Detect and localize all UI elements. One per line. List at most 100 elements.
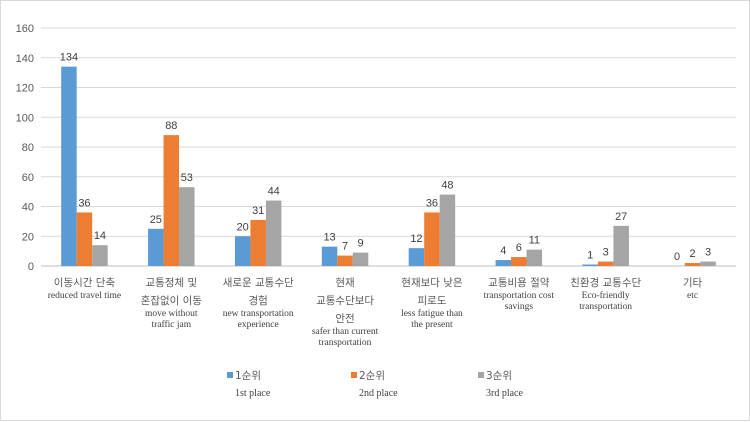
- y-axis-ticks: 0 20 40 60 80 100 120 140 160: [16, 23, 34, 273]
- category-label-en: move without: [145, 309, 198, 319]
- category-label-en: safer than current: [312, 326, 379, 337]
- category-label-en: transportation: [319, 338, 372, 348]
- y-tick-label: 20: [22, 231, 34, 243]
- category-label-en: transportation cost: [484, 291, 555, 301]
- y-tick-label: 40: [22, 202, 34, 214]
- y-tick-label: 60: [22, 172, 34, 184]
- category-label: 이동시간 단축: [54, 277, 116, 289]
- legend-label: 2순위: [359, 369, 385, 382]
- bar: [582, 264, 598, 266]
- legend-label-en: 1st place: [235, 388, 271, 399]
- data-label: 53: [181, 172, 193, 184]
- category-label-en: transportation: [579, 302, 632, 312]
- bar: [163, 135, 180, 266]
- bar: [613, 225, 629, 266]
- data-label: 9: [358, 238, 364, 250]
- gridlines: [41, 27, 736, 267]
- category-label: 친환경 교통수단: [570, 276, 641, 289]
- category-label: 교통수단보다: [316, 295, 374, 307]
- data-label: 14: [94, 230, 106, 242]
- bar: [511, 257, 527, 266]
- data-label: 7: [342, 241, 348, 253]
- category-label: 혼잡없이 이동: [141, 294, 203, 307]
- data-label: 1: [587, 250, 593, 262]
- bar: [526, 249, 543, 266]
- y-tick-label: 160: [16, 23, 34, 35]
- category-label-en: less fatigue than: [401, 308, 463, 319]
- legend: 1순위 1st place 2순위 2nd place 3순위 3rd place: [227, 369, 523, 399]
- data-label: 20: [237, 221, 249, 233]
- category-label-en: new transportation: [223, 309, 294, 319]
- data-label: 25: [150, 214, 162, 226]
- data-label: 4: [500, 245, 506, 257]
- bar: [495, 260, 512, 266]
- bar: [684, 263, 701, 266]
- bar: [337, 255, 353, 266]
- data-label: 48: [441, 180, 453, 192]
- category-label-en: etc: [687, 291, 698, 301]
- bar: [148, 228, 164, 266]
- data-label: 11: [529, 235, 540, 247]
- data-label: 3: [705, 247, 711, 259]
- bar: [92, 245, 108, 266]
- bar: [76, 212, 93, 266]
- category-label: 경험: [249, 294, 268, 307]
- bar: [439, 194, 456, 266]
- legend-swatch: [351, 372, 357, 378]
- bar: [234, 236, 251, 266]
- data-label: 2: [690, 248, 696, 260]
- bar: [597, 261, 614, 266]
- data-label: 13: [323, 232, 335, 244]
- bar: [352, 252, 369, 266]
- data-label: 0: [674, 251, 680, 263]
- bar: [424, 212, 440, 266]
- legend-label: 3순위: [486, 369, 512, 382]
- legend-label-en: 3rd place: [486, 388, 523, 399]
- category-label-en: experience: [238, 320, 279, 330]
- data-label: 12: [410, 233, 422, 245]
- category-label-en: Eco-friendly: [582, 290, 630, 301]
- legend-label: 1순위: [235, 369, 261, 382]
- y-tick-label: 80: [22, 142, 34, 154]
- bar: [700, 261, 716, 266]
- category-label: 피로도: [417, 295, 446, 307]
- y-tick-label: 0: [28, 261, 34, 273]
- legend-label-en: 2nd place: [359, 388, 398, 399]
- category-label: 새로운 교통수단: [223, 277, 294, 289]
- data-label: 31: [252, 205, 264, 217]
- category-label-en: the present: [411, 320, 453, 330]
- bar: [265, 200, 282, 266]
- category-label: 교통정체 및: [145, 277, 197, 289]
- data-label: 134: [60, 52, 78, 64]
- category-label: 안전: [335, 313, 354, 325]
- data-label: 6: [516, 242, 522, 254]
- bar: [408, 248, 425, 266]
- data-label: 88: [165, 120, 177, 132]
- category-label-en: traffic jam: [151, 319, 191, 330]
- data-label: 27: [615, 211, 627, 223]
- category-label-en: savings: [505, 302, 534, 312]
- category-label: 현재: [335, 277, 354, 289]
- bars: [61, 66, 716, 266]
- category-label-en: reduced travel time: [48, 291, 121, 301]
- data-label: 44: [268, 186, 280, 198]
- data-label: 36: [78, 197, 90, 209]
- y-tick-label: 100: [16, 112, 34, 124]
- y-tick-label: 120: [16, 83, 34, 95]
- data-label: 36: [426, 197, 438, 209]
- legend-swatch: [478, 372, 484, 378]
- bar: [61, 66, 77, 266]
- category-label: 교통비용 절약: [488, 276, 550, 289]
- y-tick-label: 140: [16, 53, 34, 65]
- bar: [179, 187, 195, 266]
- category-label: 기타: [683, 277, 703, 289]
- bar: [321, 246, 338, 266]
- category-label: 현재보다 낮은: [401, 277, 463, 289]
- data-label: 3: [603, 247, 609, 259]
- legend-swatch: [227, 372, 233, 378]
- bar: [250, 219, 266, 266]
